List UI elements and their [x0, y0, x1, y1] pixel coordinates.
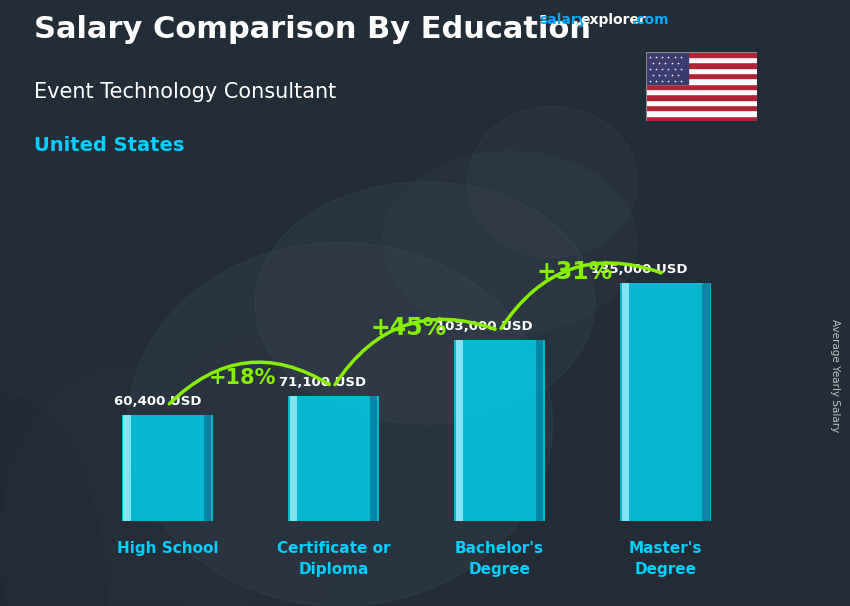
- Bar: [646, 89, 756, 95]
- Ellipse shape: [0, 303, 76, 606]
- Bar: [288, 396, 379, 521]
- Text: salary: salary: [540, 13, 587, 27]
- Bar: [646, 57, 756, 62]
- Bar: [646, 84, 756, 89]
- Text: 103,000 USD: 103,000 USD: [436, 319, 533, 333]
- Ellipse shape: [0, 364, 255, 606]
- Text: +18%: +18%: [208, 368, 275, 388]
- Bar: [646, 116, 756, 121]
- Bar: [646, 62, 756, 68]
- Bar: [536, 339, 543, 521]
- FancyArrowPatch shape: [502, 263, 661, 328]
- Bar: [646, 52, 756, 57]
- Text: .com: .com: [632, 13, 669, 27]
- Text: 60,400 USD: 60,400 USD: [114, 395, 201, 408]
- Bar: [620, 283, 711, 521]
- Bar: [290, 396, 297, 521]
- Text: Salary Comparison By Education: Salary Comparison By Education: [34, 15, 591, 44]
- Ellipse shape: [128, 242, 552, 606]
- Bar: [646, 78, 756, 84]
- Bar: [456, 339, 463, 521]
- Text: explorer: explorer: [581, 13, 647, 27]
- Bar: [646, 100, 756, 105]
- Bar: [646, 110, 756, 116]
- Ellipse shape: [255, 182, 595, 424]
- Bar: [204, 415, 211, 521]
- Bar: [702, 283, 710, 521]
- Text: Average Yearly Salary: Average Yearly Salary: [830, 319, 840, 432]
- Bar: [454, 339, 545, 521]
- Text: Event Technology Consultant: Event Technology Consultant: [34, 82, 337, 102]
- Ellipse shape: [468, 106, 638, 258]
- Bar: [123, 415, 131, 521]
- Bar: [370, 396, 377, 521]
- Bar: [622, 283, 629, 521]
- Bar: [646, 68, 756, 73]
- Text: 135,000 USD: 135,000 USD: [591, 263, 688, 276]
- Text: +31%: +31%: [536, 260, 613, 284]
- FancyArrowPatch shape: [169, 362, 329, 404]
- Text: United States: United States: [34, 136, 184, 155]
- Text: +45%: +45%: [370, 316, 446, 340]
- FancyArrowPatch shape: [335, 319, 495, 385]
- Bar: [646, 52, 688, 84]
- Ellipse shape: [382, 152, 638, 333]
- Ellipse shape: [149, 333, 361, 606]
- Bar: [646, 73, 756, 78]
- Text: 71,100 USD: 71,100 USD: [279, 376, 366, 389]
- Ellipse shape: [0, 394, 106, 606]
- Bar: [646, 105, 756, 110]
- Bar: [122, 415, 213, 521]
- Bar: [646, 95, 756, 100]
